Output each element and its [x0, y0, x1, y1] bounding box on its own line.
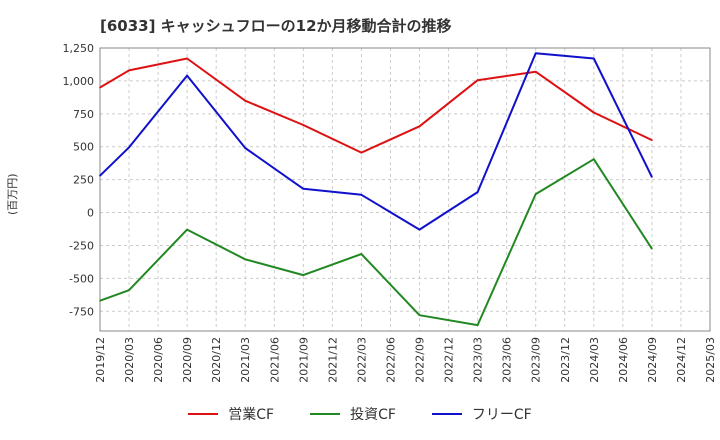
chart-title: [6033] キャッシュフローの12か月移動合計の推移	[100, 17, 452, 35]
series-line-free-cf	[99, 52, 653, 231]
data-point-investing-cf	[244, 258, 247, 261]
data-point-operating-cf	[186, 57, 188, 60]
data-point-operating-cf	[593, 111, 595, 114]
x-tick-label: 2023/03	[472, 337, 485, 383]
x-tick-label: 2024/03	[588, 337, 601, 383]
y-tick-label: -250	[69, 239, 94, 252]
legend: 営業CF 投資CF フリーCF	[0, 404, 720, 424]
data-point-investing-cf	[593, 158, 595, 161]
data-point-free-cf	[186, 74, 188, 77]
data-point-free-cf	[418, 228, 421, 231]
legend-label-operating-cf: 営業CF	[228, 407, 275, 423]
x-tick-label: 2020/09	[181, 337, 194, 383]
x-tick-label: 2024/06	[617, 337, 630, 383]
legend-item-operating-cf: 営業CF	[188, 404, 274, 424]
x-tick-label: 2024/12	[675, 337, 688, 383]
legend-item-free-cf: フリーCF	[431, 404, 532, 424]
data-point-investing-cf	[476, 324, 479, 326]
data-point-operating-cf	[99, 86, 101, 89]
data-point-free-cf	[128, 146, 130, 149]
data-point-operating-cf	[534, 70, 537, 73]
x-tick-label: 2020/12	[210, 337, 223, 383]
data-point-free-cf	[99, 174, 101, 177]
data-point-free-cf	[476, 191, 479, 193]
y-tick-label: 250	[73, 174, 94, 187]
data-point-operating-cf	[651, 139, 653, 141]
x-tick-label: 2025/03	[704, 337, 717, 383]
data-point-investing-cf	[302, 274, 305, 276]
y-tick-label: 750	[73, 108, 94, 121]
y-tick-label: 1,250	[63, 42, 95, 55]
x-tick-label: 2023/12	[559, 337, 572, 383]
data-point-operating-cf	[128, 69, 130, 72]
legend-label-free-cf: フリーCF	[471, 407, 532, 423]
x-tick-label: 2021/03	[239, 337, 252, 383]
x-tick-label: 2023/09	[530, 337, 543, 383]
plot-frame	[99, 47, 711, 332]
data-point-investing-cf	[534, 193, 537, 195]
legend-swatch-operating-cf	[188, 413, 219, 415]
data-point-free-cf	[534, 52, 537, 55]
y-tick-label: 0	[87, 207, 94, 220]
x-tick-label: 2022/03	[355, 337, 368, 383]
x-tick-label: 2022/06	[384, 337, 397, 383]
y-tick-label: 1,000	[63, 75, 95, 88]
data-point-investing-cf	[186, 228, 188, 231]
x-tick-label: 2021/12	[326, 337, 339, 383]
x-tick-label: 2020/06	[152, 337, 165, 383]
data-point-free-cf	[244, 147, 247, 149]
legend-swatch-investing-cf	[310, 413, 341, 415]
series-line-investing-cf	[99, 158, 653, 327]
data-point-investing-cf	[128, 289, 130, 291]
data-point-investing-cf	[99, 299, 101, 302]
legend-item-investing-cf: 投資CF	[310, 404, 396, 424]
data-point-investing-cf	[360, 253, 363, 255]
x-tick-label: 2019/12	[94, 337, 107, 383]
data-point-operating-cf	[360, 151, 363, 154]
x-tick-label: 2022/09	[414, 337, 427, 383]
data-point-investing-cf	[418, 314, 421, 317]
data-point-free-cf	[302, 188, 305, 190]
data-point-investing-cf	[651, 247, 653, 250]
x-tick-label: 2020/03	[123, 337, 136, 383]
series-line-operating-cf	[99, 57, 653, 154]
y-tick-label: 500	[73, 141, 94, 154]
data-point-free-cf	[651, 176, 653, 178]
data-point-free-cf	[360, 193, 363, 196]
plot-area: 1,250 1,000 750 500 250 0 -250 -500 -750 2019/12 2…	[63, 42, 718, 383]
data-point-operating-cf	[418, 125, 421, 128]
data-point-operating-cf	[476, 79, 479, 82]
x-tick-label: 2023/06	[501, 337, 514, 383]
x-tick-label: 2024/09	[646, 337, 659, 383]
legend-label-investing-cf: 投資CF	[350, 407, 396, 423]
x-tick-label: 2021/09	[297, 337, 310, 383]
x-tick-label: 2021/06	[268, 337, 281, 383]
data-point-operating-cf	[302, 124, 305, 126]
x-tick-label: 2022/12	[443, 337, 456, 383]
data-point-free-cf	[593, 57, 595, 60]
legend-swatch-free-cf	[431, 413, 462, 415]
data-point-operating-cf	[244, 99, 247, 102]
y-tick-label: -750	[69, 305, 94, 318]
y-tick-label: -500	[69, 272, 94, 285]
